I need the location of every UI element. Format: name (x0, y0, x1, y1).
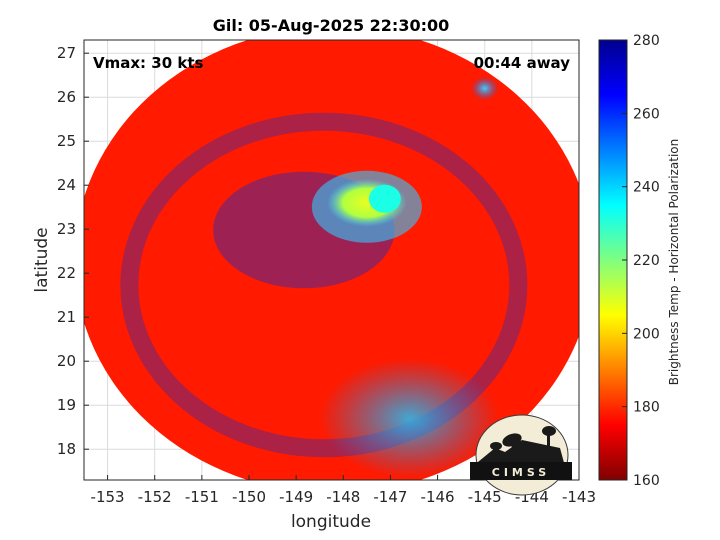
y-tick-label: 20 (57, 352, 76, 370)
colorbar-tick-label: 180 (633, 400, 660, 416)
x-tick-label: -146 (421, 488, 455, 506)
colorbar-tick-label: 160 (633, 473, 660, 489)
colorbar-tick-label: 220 (633, 253, 660, 269)
x-tick-label: -151 (185, 488, 219, 506)
x-tick-label: -152 (138, 488, 172, 506)
y-axis-label: latitude (32, 227, 52, 292)
x-tick-label: -145 (468, 488, 502, 506)
chart-title: Gil: 05-Aug-2025 22:30:00 (213, 16, 450, 35)
x-tick-label: -147 (373, 488, 407, 506)
feature-cool-spot (470, 76, 499, 101)
axes-frame (83, 39, 580, 481)
y-tick-label: 19 (57, 396, 76, 414)
colorbar-tick-label: 200 (633, 326, 660, 342)
x-tick-label: -153 (91, 488, 125, 506)
colorbar-tick-label: 280 (633, 33, 660, 49)
spiral-band (120, 112, 528, 458)
y-tick-label: 24 (57, 176, 76, 194)
brightness-temperature-swath (84, 40, 579, 480)
colorbar-tick-label: 260 (633, 106, 660, 122)
y-tick-label: 18 (57, 440, 76, 458)
colorbar-tick-label: 240 (633, 180, 660, 196)
x-axis-label: longitude (291, 512, 371, 532)
x-axis-ticks: -153 -152 -151 -150 -149 -148 -147 -146 -145 -144… (91, 475, 596, 506)
cimss-logo: CIMSS (470, 414, 572, 496)
x-tick-label: -143 (562, 488, 596, 506)
y-tick-label: 23 (57, 220, 76, 238)
y-axis-ticks: 18 19 20 21 22 23 24 25 26 27 (57, 44, 89, 458)
y-tick-label: 27 (57, 44, 76, 62)
colorbar-label: Brightness Temp - Horizontal Polarizatio… (667, 139, 681, 386)
colorbar-ticks: 160 180 200 220 240 260 280 (622, 33, 660, 489)
y-tick-label: 22 (57, 264, 76, 282)
x-tick-label: -148 (326, 488, 360, 506)
feature-cold-core-peak (368, 184, 401, 213)
y-tick-label: 25 (57, 132, 76, 150)
y-tick-label: 21 (57, 308, 76, 326)
vmax-annotation: Vmax: 30 kts (93, 54, 203, 72)
x-tick-label: -149 (279, 488, 313, 506)
cimss-logo-text: CIMSS (492, 466, 550, 479)
y-tick-label: 26 (57, 88, 76, 106)
x-tick-label: -150 (232, 488, 266, 506)
feature-warm-band (319, 358, 500, 479)
time-away-annotation: 00:44 away (474, 54, 571, 72)
